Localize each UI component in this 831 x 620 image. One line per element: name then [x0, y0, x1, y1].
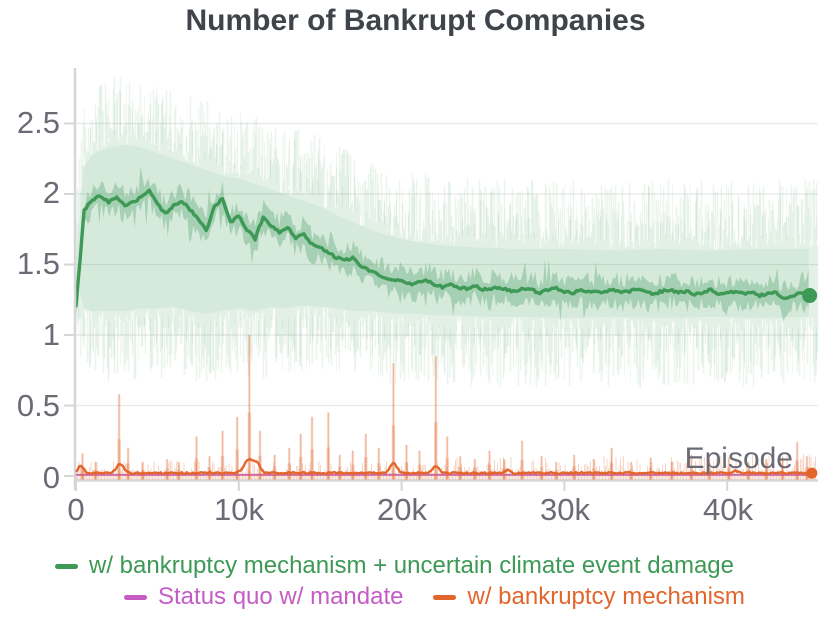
green-outer-band [75, 76, 819, 388]
legend-label: Status quo w/ mandate [158, 583, 404, 610]
y-tick-label: 1.5 [16, 246, 60, 281]
x-tick-label: 10k [214, 492, 264, 527]
legend-item-bankruptcy: w/ bankruptcy mechanism [433, 583, 745, 611]
y-tick-label: 2 [42, 175, 60, 210]
legend-item-bankruptcy-uncertain: w/ bankruptcy mechanism + uncertain clim… [55, 552, 734, 580]
legend-dash-icon [124, 594, 147, 600]
y-tick-label: 2.5 [16, 105, 60, 140]
x-axis-label: Episode [684, 442, 793, 475]
legend-label: w/ bankruptcy mechanism + uncertain clim… [89, 552, 734, 579]
legend-dash-icon [55, 563, 78, 569]
y-tick-label: 0 [42, 460, 60, 495]
x-tick-label: 0 [67, 492, 85, 527]
legend-label: w/ bankruptcy mechanism [467, 583, 745, 610]
axes [64, 68, 818, 491]
orange-line [75, 457, 809, 476]
y-tick-label: 0.5 [16, 388, 60, 423]
green-end-marker [802, 288, 818, 304]
legend-item-status-quo: Status quo w/ mandate [124, 583, 403, 611]
x-tick-label: 40k [703, 492, 753, 527]
green-mean-line [74, 188, 811, 308]
orange-end-marker [806, 467, 818, 479]
y-tick-label: 1 [42, 317, 60, 352]
x-tick-label: 30k [540, 492, 590, 527]
green-inner-band [76, 166, 809, 322]
legend: w/ bankruptcy mechanism + uncertain clim… [0, 551, 831, 612]
x-tick-label: 20k [377, 492, 427, 527]
gridlines [75, 122, 818, 407]
chart-title: Number of Bankrupt Companies [185, 4, 646, 37]
legend-dash-icon [433, 594, 457, 600]
